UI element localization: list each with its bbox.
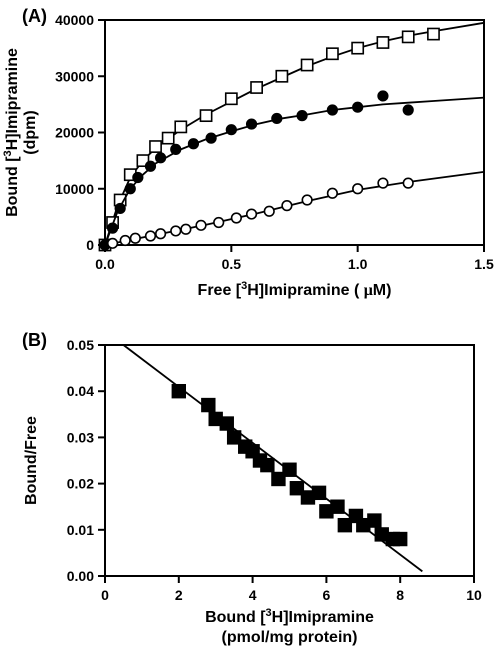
svg-text:0.0: 0.0 xyxy=(95,256,115,272)
svg-text:0.02: 0.02 xyxy=(67,476,94,492)
svg-text:0: 0 xyxy=(101,587,109,603)
svg-text:Bound [3H]Imipramine(dpm): Bound [3H]Imipramine(dpm) xyxy=(2,48,39,217)
svg-text:8: 8 xyxy=(396,587,404,603)
svg-text:0.05: 0.05 xyxy=(67,337,94,353)
panel-b-chart: 0 2 4 6 8 10 0.00 0.01 0.02 0.03 0.04 0.05 Bound [3H… xyxy=(0,330,504,651)
svg-text:0.5: 0.5 xyxy=(222,256,242,272)
svg-text:1.5: 1.5 xyxy=(474,256,494,272)
svg-text:30000: 30000 xyxy=(55,68,94,84)
svg-text:0.01: 0.01 xyxy=(67,522,94,538)
panel-a-chart: 0.0 0.5 1.0 1.5 0 10000 20000 30000 40000 Free [3… xyxy=(0,0,504,310)
svg-text:0.04: 0.04 xyxy=(67,383,94,399)
svg-text:20000: 20000 xyxy=(55,125,94,141)
svg-text:0: 0 xyxy=(86,237,94,253)
figure: (A) 0.00.51.01.5010000200003000040000Fre… xyxy=(0,0,504,651)
svg-text:Free [3H]Imipramine ( μM): Free [3H]Imipramine ( μM) xyxy=(198,280,392,299)
svg-text:1.0: 1.0 xyxy=(348,256,368,272)
svg-text:0.00: 0.00 xyxy=(67,568,94,584)
svg-text:Bound [3H]Imipramine(pmol/mg p: Bound [3H]Imipramine(pmol/mg protein) xyxy=(205,607,374,646)
svg-text:40000: 40000 xyxy=(55,12,94,28)
svg-text:Bound/Free: Bound/Free xyxy=(23,416,40,505)
svg-text:4: 4 xyxy=(249,587,257,603)
svg-text:10000: 10000 xyxy=(55,181,94,197)
svg-text:2: 2 xyxy=(175,587,183,603)
svg-text:0.03: 0.03 xyxy=(67,429,94,445)
svg-text:10: 10 xyxy=(466,587,482,603)
svg-text:6: 6 xyxy=(323,587,331,603)
